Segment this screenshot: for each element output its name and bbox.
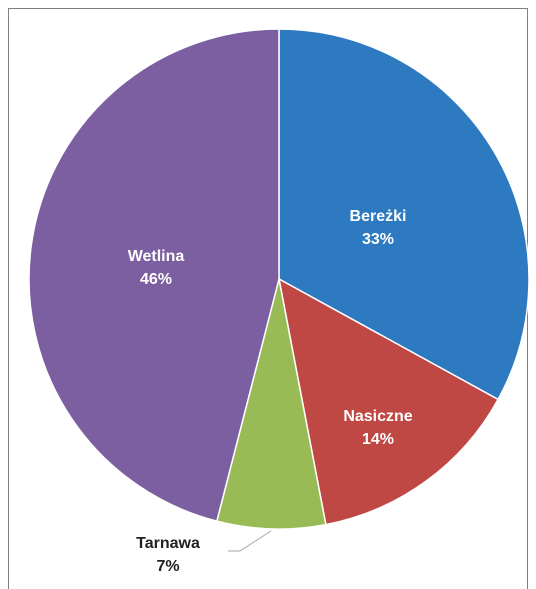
pie-slice bbox=[215, 278, 327, 530]
slice-label: Tarnawa bbox=[136, 535, 200, 552]
slice-value-label: 7% bbox=[156, 558, 179, 575]
pie-slice bbox=[28, 28, 280, 523]
pie-slice bbox=[277, 277, 500, 526]
pie-slice bbox=[278, 28, 530, 401]
slice-value-label: 33% bbox=[362, 231, 394, 248]
slice-label: Wetlina bbox=[128, 248, 185, 265]
slice-value-label: 14% bbox=[362, 431, 394, 448]
pie bbox=[28, 28, 530, 530]
leader-line bbox=[228, 530, 272, 552]
slice-value-label: 46% bbox=[140, 271, 172, 288]
slice-label: Nasiczne bbox=[343, 408, 412, 425]
slice-label: Bereżki bbox=[350, 208, 407, 225]
